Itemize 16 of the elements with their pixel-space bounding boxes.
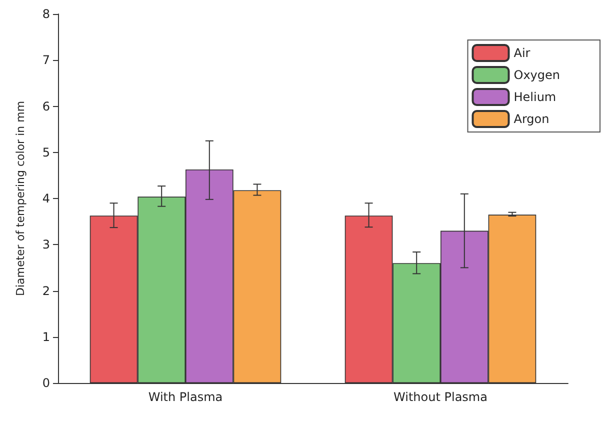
y-tick-label: 2	[42, 284, 50, 298]
y-tick-label: 1	[42, 330, 50, 344]
y-tick-label: 3	[42, 238, 50, 252]
legend-label: Oxygen	[514, 68, 560, 82]
y-tick-label: 6	[42, 99, 50, 114]
y-axis-title: Diameter of tempering color in mm	[14, 100, 27, 296]
y-tick-label: 4	[42, 192, 50, 206]
y-tick-label: 8	[42, 7, 50, 21]
x-tick-label: With Plasma	[148, 390, 223, 404]
y-tick-label: 7	[42, 53, 50, 68]
y-tick-label: 5	[42, 145, 50, 160]
x-tick-label: Without Plasma	[394, 390, 488, 404]
y-tick-label: 0	[42, 376, 50, 390]
legend-label: Air	[514, 46, 530, 60]
legend-label: Argon	[514, 112, 550, 126]
legend-label: Helium	[514, 90, 556, 104]
